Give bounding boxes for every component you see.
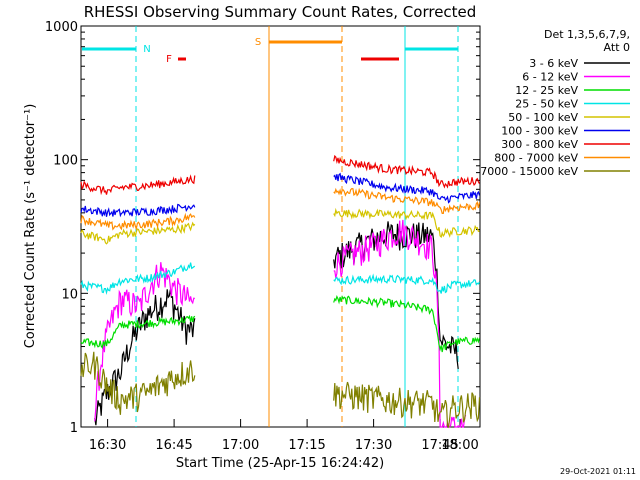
- series-line: [333, 187, 481, 214]
- legend-detector-line2: Att 0: [604, 41, 630, 54]
- timestamp: 29-Oct-2021 01:11: [560, 467, 636, 476]
- y-axis-label: Corrected Count Rate (s⁻¹ detector⁻¹): [23, 104, 38, 349]
- observing-flags: N F S: [82, 26, 459, 427]
- series-line: [333, 207, 480, 239]
- legend-label: 800 - 7000 keV: [494, 152, 578, 165]
- series-line: [80, 314, 196, 350]
- series-line: [333, 219, 467, 428]
- y-tick-label: 100: [53, 154, 78, 169]
- x-tick-label: 17:15: [288, 438, 325, 453]
- series-line: [80, 203, 196, 218]
- series-line: [80, 262, 196, 295]
- y-tick-label: 1000: [45, 20, 78, 35]
- flag-s: S: [255, 37, 261, 48]
- y-axis: 1 10 100 1000: [45, 20, 480, 436]
- series-line: [333, 154, 481, 189]
- series-line: [333, 273, 481, 294]
- series-line: [80, 212, 196, 231]
- series-line: [333, 381, 481, 429]
- x-tick-label: 17:30: [355, 438, 392, 453]
- y-tick-label: 1: [70, 421, 78, 436]
- series-line: [94, 289, 196, 426]
- chart-title: RHESSI Observing Summary Count Rates, Co…: [84, 3, 477, 21]
- legend-label: 100 - 300 keV: [501, 125, 578, 138]
- x-axis-label: Start Time (25-Apr-15 16:24:42): [176, 456, 384, 471]
- x-tick-label: 18:00: [441, 438, 478, 453]
- series-line: [80, 351, 196, 415]
- legend-label: 6 - 12 keV: [522, 71, 578, 84]
- series-line: [80, 174, 196, 196]
- series-line: [94, 262, 195, 422]
- legend-detector-line1: Det 1,3,5,6,7,9,: [544, 28, 630, 41]
- x-tick-label: 17:45: [421, 438, 458, 453]
- series-line: [80, 221, 196, 245]
- legend-label: 50 - 100 keV: [508, 111, 578, 124]
- y-tick-label: 10: [61, 287, 78, 302]
- series-layer: [80, 154, 481, 429]
- series-line: [333, 294, 481, 353]
- legend-label: 12 - 25 keV: [515, 84, 578, 97]
- flag-n: N: [143, 44, 150, 55]
- series-line: [333, 172, 481, 204]
- legend-label: 7000 - 15000 keV: [480, 165, 578, 178]
- plot-frame: [80, 25, 481, 428]
- x-tick-label: 17:00: [222, 438, 259, 453]
- legend-label: 300 - 800 keV: [501, 138, 578, 151]
- flag-f: F: [166, 54, 172, 65]
- x-tick-label: 16:30: [89, 438, 126, 453]
- legend-label: 25 - 50 keV: [515, 98, 578, 111]
- legend-label: 3 - 6 keV: [529, 57, 578, 70]
- x-tick-label: 16:45: [155, 438, 192, 453]
